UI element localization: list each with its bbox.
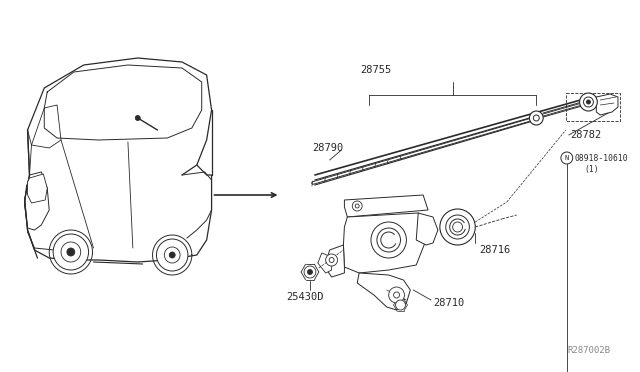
Text: N: N [564,155,569,161]
Circle shape [352,201,362,211]
Circle shape [388,287,404,303]
Circle shape [377,228,401,252]
Circle shape [446,215,469,239]
Circle shape [169,252,175,258]
Circle shape [164,247,180,263]
Text: (1): (1) [584,164,599,173]
Circle shape [371,222,406,258]
Circle shape [452,222,463,232]
Circle shape [529,111,543,125]
Text: 28782: 28782 [571,130,602,140]
Circle shape [533,115,540,121]
Polygon shape [318,253,332,273]
Circle shape [135,115,140,121]
Polygon shape [416,213,438,245]
Polygon shape [357,273,410,310]
Circle shape [584,97,593,107]
Circle shape [394,292,399,298]
Circle shape [561,152,573,164]
Circle shape [440,209,476,245]
Circle shape [586,100,591,104]
Polygon shape [28,174,47,203]
Text: 28790: 28790 [312,143,343,153]
Text: 28755: 28755 [360,65,392,75]
Circle shape [156,239,188,271]
Text: 28710: 28710 [433,298,464,308]
Circle shape [355,204,359,208]
Circle shape [329,257,334,263]
Polygon shape [596,94,618,115]
Text: R287002B: R287002B [567,346,610,355]
Circle shape [304,266,316,278]
Polygon shape [324,245,344,277]
Circle shape [67,248,75,256]
Circle shape [53,234,88,270]
Polygon shape [344,195,428,217]
Text: 08918-10610: 08918-10610 [575,154,628,163]
Circle shape [396,300,405,310]
Text: 25430D: 25430D [286,292,324,302]
Circle shape [580,93,597,111]
Polygon shape [344,213,426,273]
Circle shape [61,242,81,262]
Bar [566,93,620,121]
Circle shape [307,269,312,275]
Circle shape [326,254,337,266]
Text: 28716: 28716 [479,245,511,255]
